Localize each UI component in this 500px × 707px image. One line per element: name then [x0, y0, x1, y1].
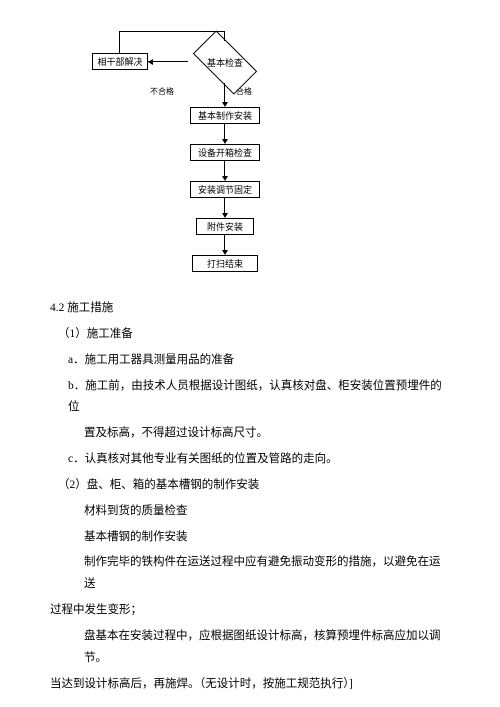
para-3: 制作完毕的铁构件在运送过程中应有避免振动变形的措施，以避免在运送 [50, 552, 450, 596]
sub-1: 材料到货的质量检查 [50, 501, 450, 523]
line-loop-h [119, 31, 224, 32]
box-n3-label: 设备开箱检查 [198, 146, 252, 159]
box-n6: 打扫结束 [192, 255, 258, 272]
label-fail: 不合格 [150, 86, 174, 97]
text-content: 4.2 施工措施 （1）施工准备 a．施工用工器具测量用品的准备 b．施工前，由… [0, 298, 500, 696]
box-n2: 基本制作安装 [190, 107, 260, 124]
arrow-l1 [148, 59, 153, 65]
line-loop-v [119, 31, 120, 53]
item-1: （1）施工准备 [50, 324, 450, 346]
flowchart: 基本检查 相干部解决 不合格 合格 基本制作安装 设备开箱检查 安装调节固定 附… [0, 0, 500, 290]
item-b: b．施工前，由技术人员根据设计图纸，认真核对盘、柜安装位置预埋件的位 [50, 376, 450, 420]
box-n4-label: 安装调节固定 [198, 183, 252, 196]
diamond-check: 基本检查 [185, 40, 265, 84]
line-h1 [148, 61, 188, 62]
box-n5-label: 附件安装 [207, 220, 243, 233]
para-4: 盘基本在安装过程中，应根据图纸设计标高，核算预埋件标高应加以调节。 [50, 626, 450, 670]
box-n5: 附件安装 [196, 218, 254, 235]
box-n4: 安装调节固定 [190, 181, 260, 198]
box-resolve-label: 相干部解决 [97, 55, 142, 68]
diamond-label: 基本检查 [207, 56, 243, 69]
box-n3: 设备开箱检查 [190, 144, 260, 161]
sub-2: 基本槽钢的制作安装 [50, 527, 450, 549]
para-3b: 过程中发生变形； [50, 600, 450, 622]
section-title: 4.2 施工措施 [50, 298, 450, 320]
para-5: 当达到设计标高后，再施焊。（无设计时，按施工规范执行）] [50, 674, 450, 696]
line-loop-v2 [224, 31, 225, 41]
item-c: c．认真核对其他专业有关图纸的位置及管路的走向。 [50, 449, 450, 471]
box-n6-label: 打扫结束 [207, 257, 243, 270]
item-b2: 置及标高，不得超过设计标高尺寸。 [50, 423, 450, 445]
box-n2-label: 基本制作安装 [198, 109, 252, 122]
label-pass: 合格 [236, 86, 252, 97]
item-a: a．施工用工器具测量用品的准备 [50, 350, 450, 372]
item-2: （2）盘、柜、箱的基本槽钢的制作安装 [50, 475, 450, 497]
box-resolve: 相干部解决 [92, 53, 148, 70]
